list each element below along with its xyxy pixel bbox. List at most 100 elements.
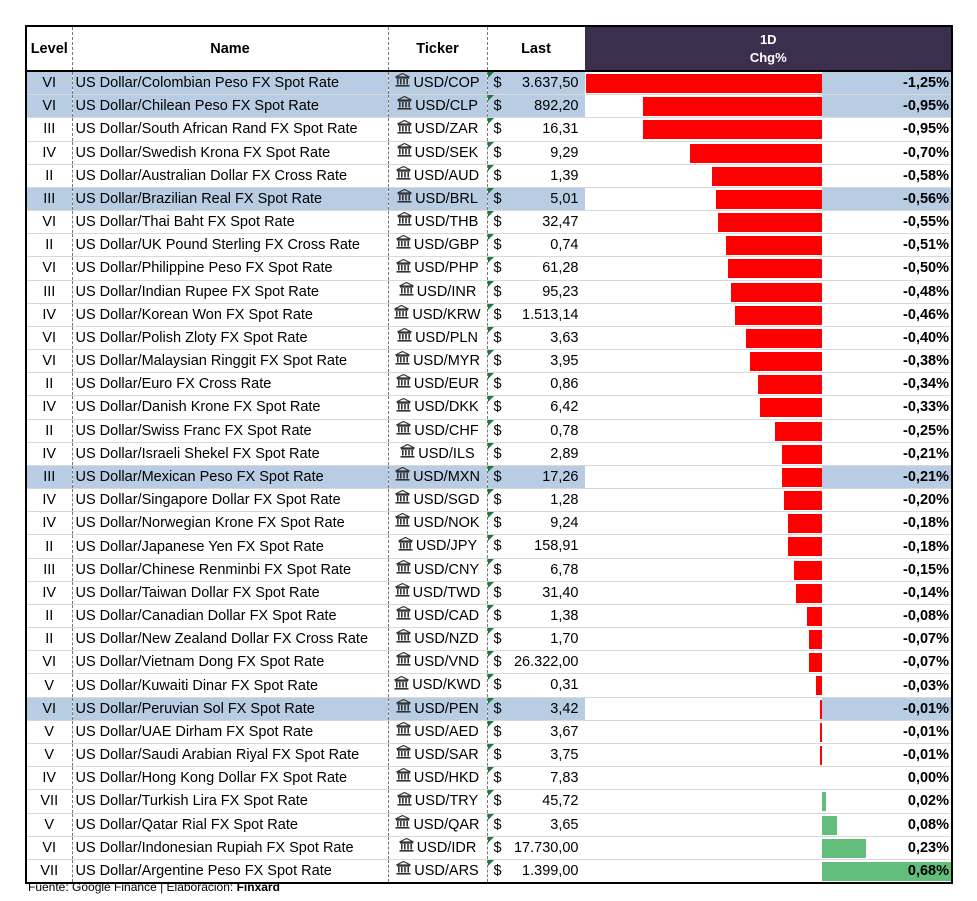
ticker-cell[interactable]: USD/MXN — [387, 465, 487, 490]
name-cell: US Dollar/Hong Kong Dollar FX Spot Rate — [71, 766, 388, 791]
ticker-cell[interactable]: USD/NZD — [387, 627, 487, 652]
ticker-cell[interactable]: USD/HKD — [387, 766, 487, 791]
header-1d-chg[interactable]: 1D Chg% — [584, 25, 953, 72]
table-row[interactable]: II US Dollar/Australian Dollar FX Cross R… — [25, 164, 953, 188]
ticker-cell[interactable]: USD/ZAR — [387, 117, 487, 142]
ticker-cell[interactable]: USD/JPY — [387, 534, 487, 559]
currency-symbol: $ — [493, 422, 502, 439]
ticker-cell[interactable]: USD/TRY — [387, 789, 487, 814]
table-row[interactable]: IV US Dollar/Danish Krone FX Spot Rate USD… — [25, 395, 953, 420]
table-row[interactable]: VI US Dollar/Malaysian Ringgit FX Spot Ra… — [25, 349, 953, 374]
table-row[interactable]: V US Dollar/UAE Dirham FX Spot Rate USD/AE… — [25, 720, 953, 744]
ticker-cell[interactable]: USD/TWD — [387, 581, 487, 605]
table-row[interactable]: VI US Dollar/Peruvian Sol FX Spot Rate USD… — [25, 697, 953, 721]
change-percent-cell: -0,01% — [822, 697, 953, 721]
table-row[interactable]: II US Dollar/Swiss Franc FX Spot Rate USD/… — [25, 419, 953, 443]
currency-symbol: $ — [493, 561, 502, 578]
table-row[interactable]: II US Dollar/Euro FX Cross Rate USD/EUR $0,… — [25, 372, 953, 397]
table-row[interactable]: II US Dollar/Canadian Dollar FX Spot Rate… — [25, 604, 953, 629]
table-row[interactable]: V US Dollar/Kuwaiti Dinar FX Spot Rate USD… — [25, 673, 953, 698]
ticker-label: USD/IDR — [416, 839, 477, 856]
table-row[interactable]: VI US Dollar/Philippine Peso FX Spot Rate… — [25, 256, 953, 281]
ticker-cell[interactable]: USD/SGD — [387, 488, 487, 513]
ticker-cell[interactable]: USD/THB — [387, 210, 487, 235]
table-row[interactable]: V US Dollar/Qatar Rial FX Spot Rate USD/QA… — [25, 813, 953, 837]
ticker-cell[interactable]: USD/IDR — [387, 836, 487, 860]
bank-icon — [394, 304, 410, 325]
table-row[interactable]: IV US Dollar/Norwegian Krone FX Spot Rate… — [25, 511, 953, 536]
ticker-cell[interactable]: USD/SAR — [387, 743, 487, 768]
ticker-cell[interactable]: USD/AUD — [387, 164, 487, 188]
table-row[interactable]: III US Dollar/South African Rand FX Spot … — [25, 117, 953, 142]
header-last[interactable]: Last — [486, 25, 585, 72]
table-row[interactable]: IV US Dollar/Korean Won FX Spot Rate USD/K… — [25, 303, 953, 327]
ticker-cell[interactable]: USD/CAD — [387, 604, 487, 629]
ticker-cell[interactable]: USD/ILS — [387, 442, 487, 466]
table-row[interactable]: III US Dollar/Mexican Peso FX Spot Rate US… — [25, 465, 953, 490]
table-row[interactable]: III US Dollar/Brazilian Real FX Spot Rate… — [25, 187, 953, 212]
level-cell: IV — [25, 442, 72, 466]
ticker-cell[interactable]: USD/BRL — [387, 187, 487, 212]
ticker-cell[interactable]: USD/KWD — [387, 673, 487, 698]
table-row[interactable]: IV US Dollar/Taiwan Dollar FX Spot Rate US… — [25, 581, 953, 605]
table-row[interactable]: VI US Dollar/Colombian Peso FX Spot Rate U… — [25, 71, 953, 96]
table-row[interactable]: II US Dollar/Japanese Yen FX Spot Rate USD… — [25, 534, 953, 559]
header-name[interactable]: Name — [71, 25, 388, 72]
ticker-label: USD/MXN — [413, 468, 480, 485]
name-cell: US Dollar/Polish Zloty FX Spot Rate — [71, 326, 388, 351]
ticker-cell[interactable]: USD/ARS — [387, 859, 487, 885]
table-row[interactable]: VII US Dollar/Argentine Peso FX Spot Rate… — [25, 859, 953, 885]
change-percent-cell: -0,21% — [822, 442, 953, 466]
ticker-cell[interactable]: USD/COP — [387, 71, 487, 96]
ticker-label: USD/ARS — [414, 862, 479, 879]
ticker-cell[interactable]: USD/AED — [387, 720, 487, 744]
table-row[interactable]: VI US Dollar/Vietnam Dong FX Spot Rate USD… — [25, 650, 953, 675]
table-row[interactable]: II US Dollar/UK Pound Sterling FX Cross R… — [25, 233, 953, 258]
last-price-value: 3,95 — [550, 353, 579, 370]
ticker-cell[interactable]: USD/EUR — [387, 372, 487, 397]
ticker-cell[interactable]: USD/PLN — [387, 326, 487, 351]
ticker-cell[interactable]: USD/DKK — [387, 395, 487, 420]
ticker-cell[interactable]: USD/CNY — [387, 558, 487, 582]
change-percent-cell: -0,51% — [822, 233, 953, 258]
ticker-cell[interactable]: USD/SEK — [387, 141, 487, 165]
ticker-cell[interactable]: USD/CLP — [387, 94, 487, 119]
table-row[interactable]: IV US Dollar/Israeli Shekel FX Spot Rate U… — [25, 442, 953, 466]
ticker-cell[interactable]: USD/INR — [387, 280, 487, 304]
table-row[interactable]: IV US Dollar/Singapore Dollar FX Spot Rat… — [25, 488, 953, 513]
table-row[interactable]: IV US Dollar/Swedish Krona FX Spot Rate US… — [25, 141, 953, 165]
ticker-cell[interactable]: USD/VND — [387, 650, 487, 675]
table-row[interactable]: IV US Dollar/Hong Kong Dollar FX Spot Rat… — [25, 766, 953, 791]
currency-symbol: $ — [493, 260, 502, 277]
ticker-cell[interactable]: USD/GBP — [387, 233, 487, 258]
ticker-cell[interactable]: USD/KRW — [387, 303, 487, 327]
ticker-cell[interactable]: USD/PEN — [387, 697, 487, 721]
table-row[interactable]: VI US Dollar/Thai Baht FX Spot Rate USD/TH… — [25, 210, 953, 235]
header-level[interactable]: Level — [25, 25, 72, 72]
ticker-cell[interactable]: USD/MYR — [387, 349, 487, 374]
header-ticker[interactable]: Ticker — [387, 25, 487, 72]
bank-icon — [396, 767, 411, 788]
table-row[interactable]: VI US Dollar/Polish Zloty FX Spot Rate USD… — [25, 326, 953, 351]
table-row[interactable]: VI US Dollar/Chilean Peso FX Spot Rate USD… — [25, 94, 953, 119]
table-row[interactable]: III US Dollar/Chinese Renminbi FX Spot Ra… — [25, 558, 953, 582]
change-percent-value: -0,48% — [903, 283, 949, 300]
ticker-cell[interactable]: USD/PHP — [387, 256, 487, 281]
ticker-cell[interactable]: USD/CHF — [387, 419, 487, 443]
ticker-cell[interactable]: USD/NOK — [387, 511, 487, 536]
zero-axis — [821, 396, 822, 419]
ticker-label: USD/MYR — [413, 353, 480, 370]
last-price-value: 17,26 — [542, 468, 579, 485]
zero-axis — [821, 211, 822, 233]
level-cell: II — [25, 164, 72, 188]
ticker-cell[interactable]: USD/QAR — [387, 813, 487, 837]
table-row[interactable]: VII US Dollar/Turkish Lira FX Spot Rate US… — [25, 789, 953, 814]
last-price-value: 1,70 — [550, 631, 579, 648]
table-row[interactable]: III US Dollar/Indian Rupee FX Spot Rate US… — [25, 280, 953, 304]
level-cell: III — [25, 117, 72, 142]
table-row[interactable]: II US Dollar/New Zealand Dollar FX Cross … — [25, 627, 953, 652]
zero-axis — [821, 720, 822, 743]
table-row[interactable]: VI US Dollar/Indonesian Rupiah FX Spot Ra… — [25, 836, 953, 860]
table-row[interactable]: V US Dollar/Saudi Arabian Riyal FX Spot R… — [25, 743, 953, 768]
zero-axis — [821, 187, 822, 210]
